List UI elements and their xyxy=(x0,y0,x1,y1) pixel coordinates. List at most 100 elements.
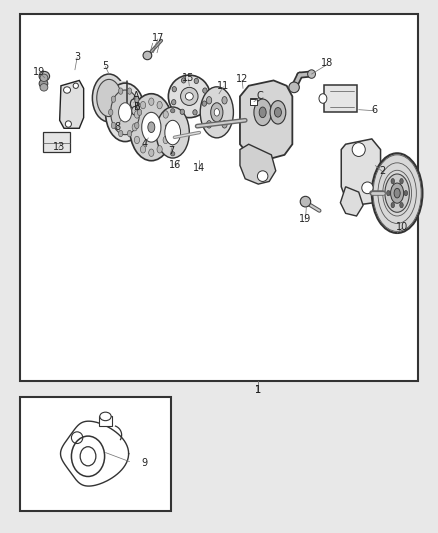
Text: A: A xyxy=(133,91,139,101)
Ellipse shape xyxy=(111,90,140,135)
Text: 7: 7 xyxy=(168,146,174,156)
Bar xyxy=(99,416,112,426)
Text: 1: 1 xyxy=(255,385,261,395)
Text: 8: 8 xyxy=(115,122,121,132)
Text: 17: 17 xyxy=(152,33,164,43)
Ellipse shape xyxy=(200,87,233,138)
Ellipse shape xyxy=(307,70,315,78)
Ellipse shape xyxy=(352,143,365,157)
Polygon shape xyxy=(60,80,84,128)
Ellipse shape xyxy=(39,71,49,81)
Ellipse shape xyxy=(275,108,282,117)
Ellipse shape xyxy=(194,78,198,84)
Ellipse shape xyxy=(372,154,423,233)
Ellipse shape xyxy=(180,87,198,106)
Ellipse shape xyxy=(300,196,311,207)
Text: 11: 11 xyxy=(217,81,230,91)
Ellipse shape xyxy=(185,93,193,100)
Text: 16: 16 xyxy=(169,160,181,171)
Ellipse shape xyxy=(127,88,132,94)
Text: 1: 1 xyxy=(255,385,261,395)
Ellipse shape xyxy=(222,96,227,104)
Ellipse shape xyxy=(39,79,48,88)
Ellipse shape xyxy=(106,83,145,142)
Ellipse shape xyxy=(142,112,161,142)
Ellipse shape xyxy=(40,84,48,91)
Ellipse shape xyxy=(134,136,140,144)
Ellipse shape xyxy=(172,100,176,105)
Ellipse shape xyxy=(319,94,327,103)
Ellipse shape xyxy=(206,96,212,104)
Ellipse shape xyxy=(206,120,212,128)
Polygon shape xyxy=(340,187,363,216)
Ellipse shape xyxy=(109,109,113,116)
Ellipse shape xyxy=(131,99,138,109)
Text: 6: 6 xyxy=(371,104,378,115)
Bar xyxy=(251,98,258,106)
Text: 19: 19 xyxy=(33,68,45,77)
Ellipse shape xyxy=(100,412,111,421)
Ellipse shape xyxy=(157,101,162,109)
Ellipse shape xyxy=(134,96,139,102)
Text: 9: 9 xyxy=(142,458,148,468)
Ellipse shape xyxy=(222,120,227,128)
Ellipse shape xyxy=(97,79,121,117)
Ellipse shape xyxy=(163,111,168,118)
Ellipse shape xyxy=(165,120,180,145)
Ellipse shape xyxy=(119,88,123,94)
Ellipse shape xyxy=(170,152,175,156)
Ellipse shape xyxy=(394,188,400,198)
Ellipse shape xyxy=(134,111,140,118)
Ellipse shape xyxy=(119,131,123,137)
Ellipse shape xyxy=(385,174,410,212)
Ellipse shape xyxy=(404,190,408,196)
Ellipse shape xyxy=(168,75,210,118)
Ellipse shape xyxy=(259,107,266,118)
Ellipse shape xyxy=(214,109,219,116)
Text: 2: 2 xyxy=(380,166,386,176)
Text: 12: 12 xyxy=(236,75,248,84)
Ellipse shape xyxy=(362,182,373,193)
Polygon shape xyxy=(341,139,381,205)
Bar xyxy=(251,99,258,106)
Ellipse shape xyxy=(111,122,116,128)
Ellipse shape xyxy=(138,109,142,116)
Ellipse shape xyxy=(180,109,184,115)
Ellipse shape xyxy=(258,171,268,181)
Ellipse shape xyxy=(143,51,152,60)
Ellipse shape xyxy=(400,179,403,184)
Ellipse shape xyxy=(134,122,139,128)
Ellipse shape xyxy=(270,101,286,124)
Text: 18: 18 xyxy=(321,59,333,68)
Bar xyxy=(20,397,171,511)
Ellipse shape xyxy=(127,131,132,137)
Ellipse shape xyxy=(73,83,78,88)
Ellipse shape xyxy=(163,136,168,144)
Text: 5: 5 xyxy=(102,61,109,70)
Ellipse shape xyxy=(141,101,146,109)
Ellipse shape xyxy=(193,110,197,115)
Ellipse shape xyxy=(92,74,126,122)
Bar xyxy=(20,14,418,381)
Ellipse shape xyxy=(202,101,207,106)
Text: 19: 19 xyxy=(299,214,311,224)
Ellipse shape xyxy=(391,179,395,184)
Text: 4: 4 xyxy=(142,139,148,149)
Bar xyxy=(324,85,357,112)
Text: 3: 3 xyxy=(74,52,80,61)
Ellipse shape xyxy=(400,203,403,208)
Ellipse shape xyxy=(119,103,132,122)
Text: 14: 14 xyxy=(193,163,205,173)
Ellipse shape xyxy=(111,96,116,102)
Ellipse shape xyxy=(289,82,299,93)
Ellipse shape xyxy=(157,146,162,153)
Ellipse shape xyxy=(391,183,404,203)
Text: 13: 13 xyxy=(53,142,65,152)
Text: 15: 15 xyxy=(182,73,194,83)
Text: B: B xyxy=(134,102,141,112)
Ellipse shape xyxy=(40,74,48,82)
Text: C: C xyxy=(257,91,263,101)
Ellipse shape xyxy=(203,88,207,93)
Ellipse shape xyxy=(65,121,71,127)
Ellipse shape xyxy=(387,190,390,196)
